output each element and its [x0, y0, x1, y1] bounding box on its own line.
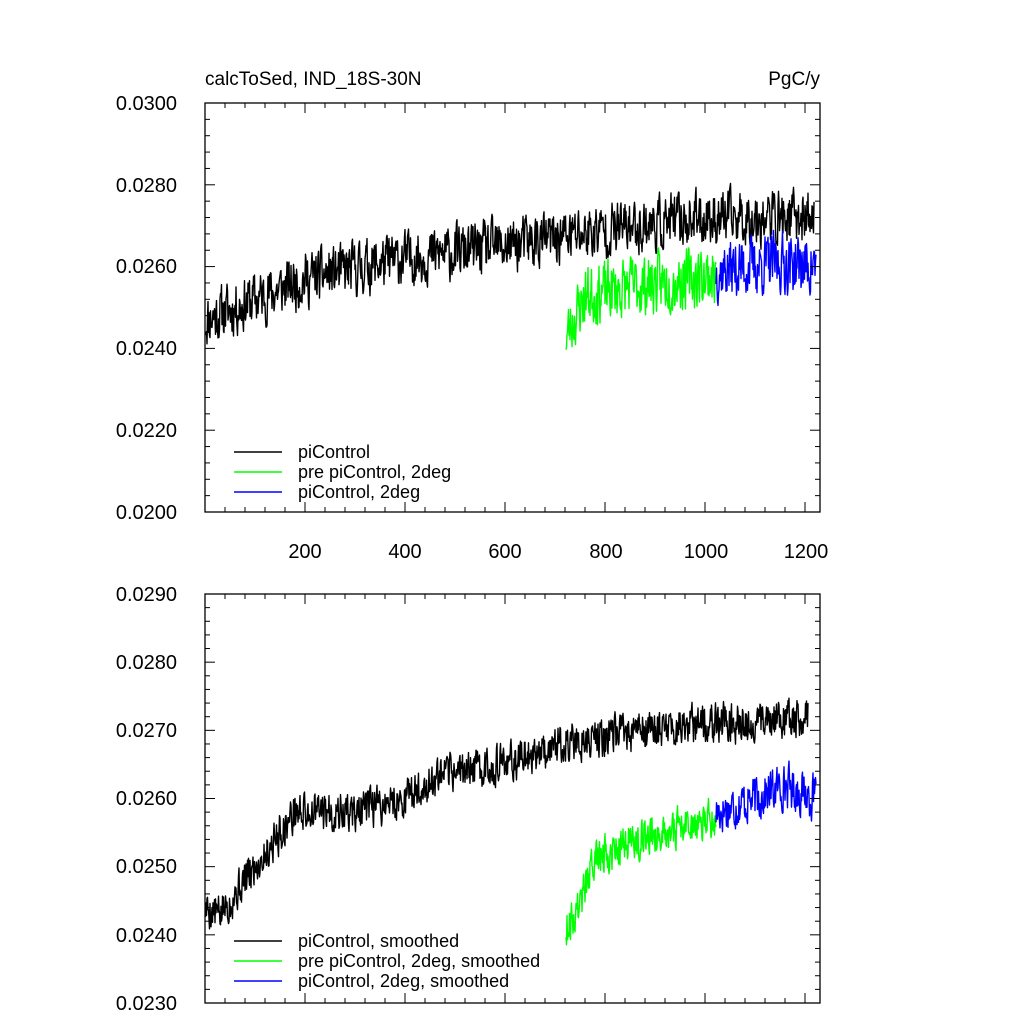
legend-label: pre piControl, 2deg [298, 462, 451, 482]
bottom-series-group [204, 697, 817, 946]
top-plot-frame [204, 102, 821, 513]
y-tick-label: 0.0280 [116, 652, 177, 674]
series-line-picontrol-2deg-smoothed [715, 760, 817, 833]
top-series-group [204, 182, 817, 350]
y-tick-label: 0.0250 [116, 856, 177, 878]
series-line-pre-picontrol-2deg [565, 247, 717, 350]
x-tick-label: 600 [488, 541, 521, 563]
top-y-tick-labels: 0.0300 0.0280 0.0260 0.0240 0.0220 0.020… [116, 93, 177, 524]
x-tick-label: 400 [388, 541, 421, 563]
top-tick-marks [205, 102, 820, 513]
y-tick-label: 0.0240 [116, 925, 177, 947]
y-tick-label: 0.0240 [116, 338, 177, 360]
x-tick-label: 1200 [784, 541, 829, 563]
x-tick-label: 200 [288, 541, 321, 563]
bottom-tick-marks [205, 593, 820, 1004]
y-tick-label: 0.0230 [116, 993, 177, 1015]
x-tick-label: 1000 [684, 541, 729, 563]
y-tick-label: 0.0280 [116, 175, 177, 197]
y-tick-label: 0.0260 [116, 256, 177, 278]
x-tick-label: 800 [589, 541, 622, 563]
series-line-picontrol-smoothed [204, 697, 809, 930]
chart-title: calcToSed, IND_18S-30N [205, 69, 422, 90]
y-tick-label: 0.0300 [116, 93, 177, 115]
series-line-picontrol-2deg [715, 229, 817, 307]
y-tick-label: 0.0220 [116, 420, 177, 442]
legend-label: piControl, smoothed [298, 931, 459, 951]
legend-label: piControl, 2deg [298, 482, 420, 502]
units-label: PgC/y [768, 69, 820, 90]
y-tick-label: 0.0270 [116, 720, 177, 742]
bottom-panel: 0.0290 0.0280 0.0270 0.0260 0.0250 0.024… [116, 584, 821, 1015]
top-legend: piControl pre piControl, 2deg piControl,… [234, 442, 451, 502]
series-line-pre-picontrol-2deg-smoothed [565, 797, 717, 946]
legend-label: piControl [298, 442, 370, 462]
legend-label: pre piControl, 2deg, smoothed [298, 951, 540, 971]
y-tick-label: 0.0200 [116, 502, 177, 524]
legend-label: piControl, 2deg, smoothed [298, 971, 509, 991]
top-x-tick-labels: 200 400 600 800 1000 1200 [288, 541, 828, 563]
y-tick-label: 0.0260 [116, 788, 177, 810]
bottom-y-tick-labels: 0.0290 0.0280 0.0270 0.0260 0.0250 0.024… [116, 584, 177, 1015]
top-panel: calcToSed, IND_18S-30N PgC/y 0.0300 0.02… [116, 69, 828, 563]
bottom-legend: piControl, smoothed pre piControl, 2deg,… [234, 931, 540, 991]
series-line-picontrol [204, 182, 815, 345]
y-tick-label: 0.0290 [116, 584, 177, 606]
